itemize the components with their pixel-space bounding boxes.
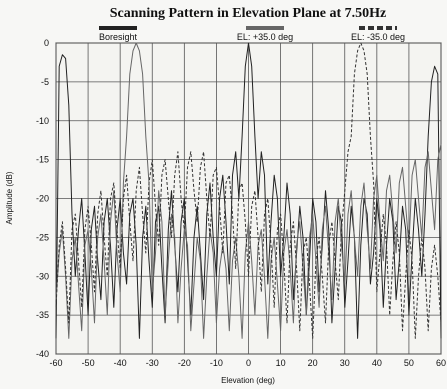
x-tick-label: 30 xyxy=(340,358,350,368)
y-tick-label: -5 xyxy=(41,77,49,87)
legend-label-0: Boresight xyxy=(99,32,138,42)
y-tick-label: -35 xyxy=(36,310,49,320)
y-tick-label: -15 xyxy=(36,155,49,165)
chart-title: Scanning Pattern in Elevation Plane at 7… xyxy=(110,6,387,21)
y-tick-label: -25 xyxy=(36,232,49,242)
x-tick-label: 0 xyxy=(246,358,251,368)
legend-label-2: EL: -35.0 deg xyxy=(351,32,405,42)
x-tick-label: -60 xyxy=(49,358,62,368)
x-axis-label: Elevation (deg) xyxy=(221,376,275,385)
x-tick-label: 40 xyxy=(372,358,382,368)
x-tick-label: -10 xyxy=(210,358,223,368)
x-tick-label: -40 xyxy=(114,358,127,368)
x-tick-label: 50 xyxy=(404,358,414,368)
y-tick-label: -10 xyxy=(36,116,49,126)
y-tick-label: 0 xyxy=(44,38,49,48)
x-tick-label: -30 xyxy=(146,358,159,368)
x-tick-label: -50 xyxy=(82,358,95,368)
y-tick-label: -30 xyxy=(36,271,49,281)
legend-label-1: EL: +35.0 deg xyxy=(237,32,293,42)
y-tick-label: -20 xyxy=(36,194,49,204)
x-tick-label: 60 xyxy=(436,358,446,368)
y-tick-label: -40 xyxy=(36,349,49,359)
x-tick-label: 20 xyxy=(308,358,318,368)
legend: Boresight EL: +35.0 deg EL: -35.0 deg xyxy=(99,28,405,42)
x-tick-label: -20 xyxy=(178,358,191,368)
y-axis-label: Amplitude (dB) xyxy=(5,171,14,224)
x-tick-label: 10 xyxy=(276,358,286,368)
